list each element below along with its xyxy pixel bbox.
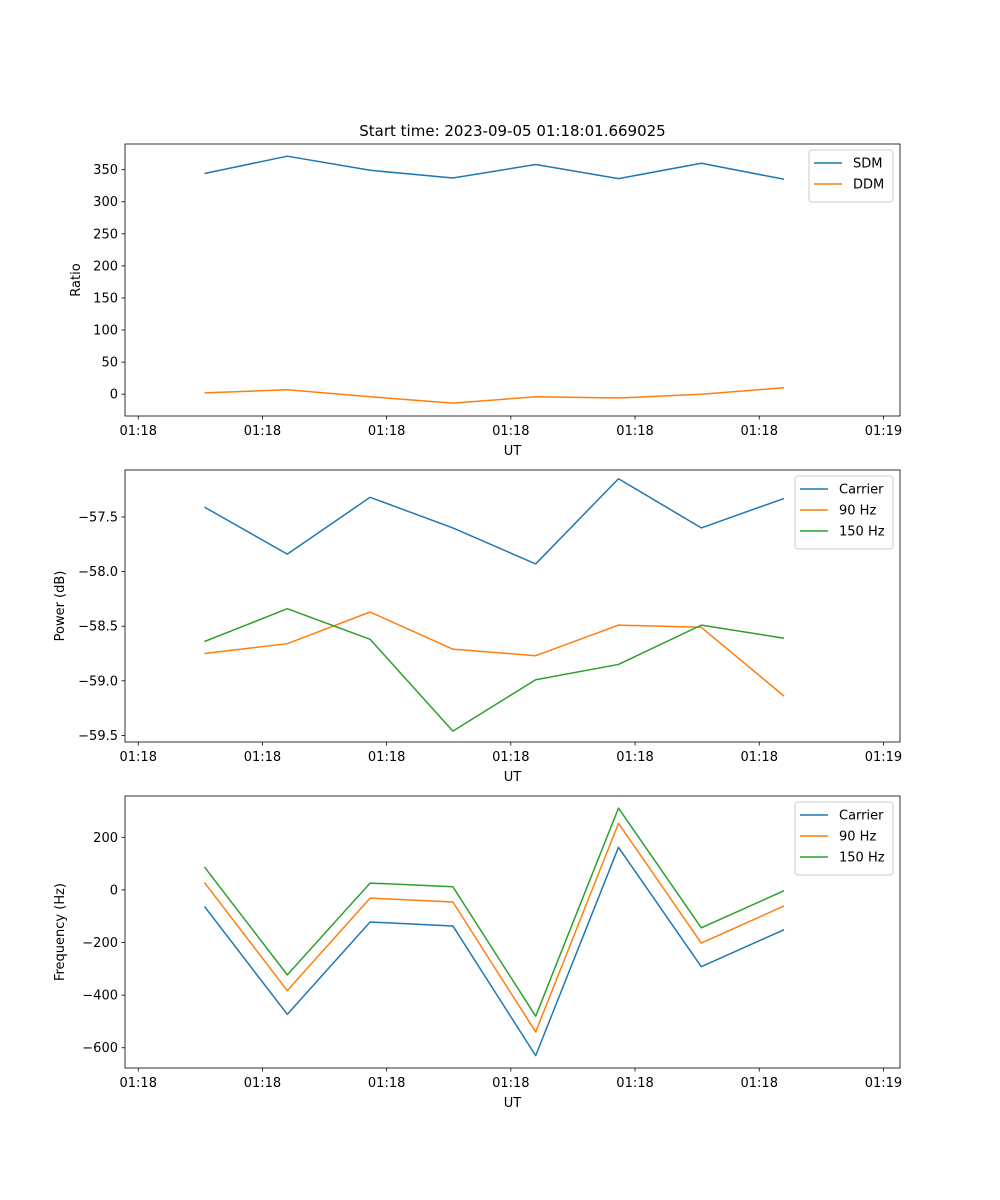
x-tick-label: 01:18 [368, 424, 405, 439]
y-tick-label: −57.5 [78, 510, 118, 525]
x-axis-label: UT [504, 1096, 522, 1111]
y-tick-label: 50 [101, 356, 118, 371]
series-line-carrier [204, 477, 785, 565]
y-tick-label: 0 [110, 883, 118, 898]
series-line-90-hz [203, 822, 785, 1033]
frequency-chart: 01:18 01:18 01:18 01:18 01:18 01:18 01:19 −600 −… [53, 795, 902, 1111]
ratio-chart: Start time: 2023-09-05 01:18:01.66902501… [69, 122, 902, 459]
series-line-sdm [204, 155, 785, 181]
legend: Carrier 90 Hz 150 Hz [794, 475, 894, 550]
y-axis-label: Ratio [69, 263, 84, 296]
y-tick-label: 300 [93, 195, 118, 210]
axes-frame [124, 795, 901, 1069]
legend-label: 150 Hz [839, 851, 885, 866]
y-tick-label: 100 [93, 324, 118, 339]
y-tick-label: 350 [93, 163, 118, 178]
y-tick-label: −58.5 [78, 620, 118, 635]
series-line-150-hz [203, 807, 785, 1017]
x-tick-label: 01:18 [616, 750, 653, 765]
x-tick-label: 01:18 [244, 424, 281, 439]
y-tick-label: 200 [93, 259, 118, 274]
x-tick-label: 01:18 [741, 424, 778, 439]
axes-frame [124, 143, 901, 417]
x-tick-label: 01:18 [741, 750, 778, 765]
y-tick-label: 150 [93, 291, 118, 306]
y-tick-label: −59.5 [78, 729, 118, 744]
power-chart: 01:18 01:18 01:18 01:18 01:18 01:18 01:19 −59.5… [53, 469, 902, 785]
y-tick-label: −58.0 [78, 565, 118, 580]
legend-label: DDM [853, 178, 884, 193]
y-tick-label: −200 [82, 936, 118, 951]
chart-title: Start time: 2023-09-05 01:18:01.669025 [359, 122, 665, 140]
y-tick-label: −59.0 [78, 674, 118, 689]
x-tick-label: 01:18 [616, 424, 653, 439]
series-line-90-hz [204, 611, 785, 697]
legend: Carrier 90 Hz 150 Hz [794, 801, 894, 876]
legend-label: 90 Hz [839, 504, 876, 519]
x-axis-label: UT [504, 444, 522, 459]
series-line-ddm [204, 387, 785, 404]
x-tick-label: 01:18 [492, 750, 529, 765]
legend: SDM DDM [808, 149, 894, 203]
x-tick-label: 01:18 [368, 1076, 405, 1091]
x-tick-label: 01:19 [865, 750, 902, 765]
legend-label: Carrier [839, 483, 884, 498]
x-tick-label: 01:18 [120, 424, 157, 439]
y-tick-label: −400 [82, 989, 118, 1004]
legend-label: 150 Hz [839, 525, 885, 540]
x-tick-label: 01:18 [120, 750, 157, 765]
axes-frame [124, 469, 901, 743]
x-tick-label: 01:19 [865, 1076, 902, 1091]
x-tick-label: 01:18 [616, 1076, 653, 1091]
x-tick-label: 01:18 [244, 750, 281, 765]
x-tick-label: 01:19 [865, 424, 902, 439]
y-axis-label: Power (dB) [53, 571, 68, 642]
x-axis-label: UT [504, 770, 522, 785]
legend-label: SDM [853, 157, 882, 172]
x-tick-label: 01:18 [120, 1076, 157, 1091]
x-tick-label: 01:18 [492, 424, 529, 439]
y-tick-label: 0 [110, 388, 118, 403]
y-tick-label: 200 [93, 831, 118, 846]
y-tick-label: −600 [82, 1041, 118, 1056]
series-line-150-hz [204, 607, 785, 732]
series-line-carrier [203, 846, 785, 1057]
x-tick-label: 01:18 [368, 750, 405, 765]
y-axis-label: Frequency (Hz) [53, 883, 68, 981]
legend-label: Carrier [839, 809, 884, 824]
y-tick-label: 250 [93, 227, 118, 242]
legend-label: 90 Hz [839, 830, 876, 845]
x-tick-label: 01:18 [492, 1076, 529, 1091]
x-tick-label: 01:18 [244, 1076, 281, 1091]
x-tick-label: 01:18 [741, 1076, 778, 1091]
